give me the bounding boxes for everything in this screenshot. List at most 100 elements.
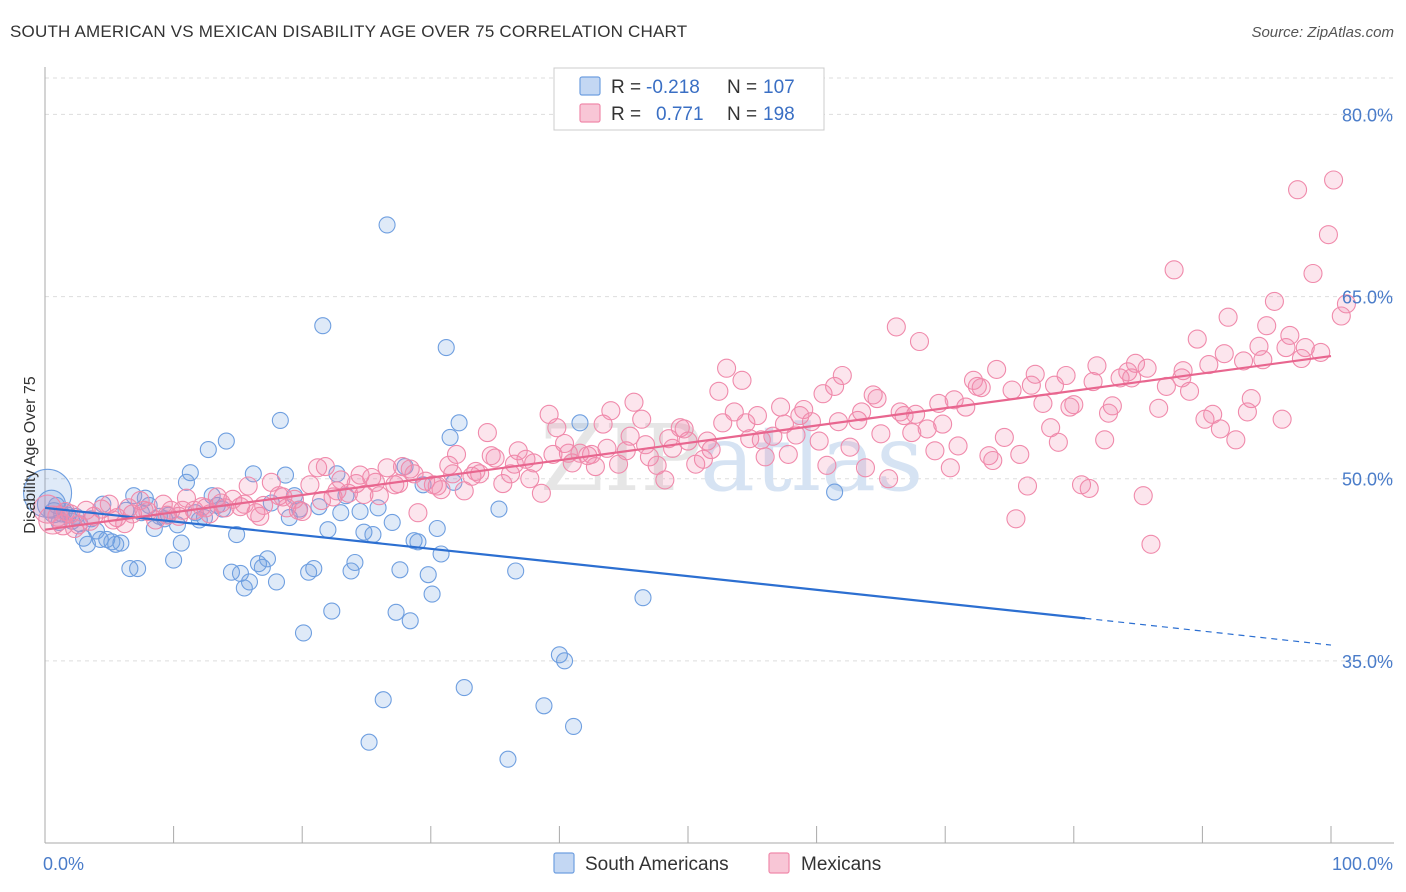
correlation-legend: R = -0.218 N = 107 R = 0.771 N = 198 <box>553 67 825 131</box>
data-point <box>129 560 147 578</box>
x-tick-label: 0.0% <box>43 854 84 874</box>
data-point <box>377 458 397 478</box>
data-point <box>112 534 130 552</box>
data-point <box>531 483 551 503</box>
data-point <box>177 473 196 491</box>
data-point <box>709 381 729 401</box>
data-point <box>1179 381 1200 401</box>
y-tick-label: 65.0% <box>1342 288 1393 308</box>
data-point <box>419 566 437 584</box>
data-point <box>490 500 508 518</box>
data-point <box>747 406 767 426</box>
data-point <box>1095 430 1115 450</box>
data-point <box>222 563 241 581</box>
data-point <box>547 418 567 438</box>
data-point <box>1060 397 1080 417</box>
data-point <box>391 561 409 579</box>
data-point <box>1137 358 1157 378</box>
data-point <box>1331 306 1351 326</box>
y-tick-label: 50.0% <box>1342 470 1393 490</box>
data-point <box>499 750 517 768</box>
data-point <box>308 458 328 478</box>
data-point <box>632 409 652 429</box>
data-point <box>354 484 374 505</box>
data-point <box>238 476 258 496</box>
data-point <box>1164 260 1184 280</box>
data-point <box>1303 263 1323 284</box>
data-point <box>493 474 513 494</box>
data-point <box>1079 478 1099 498</box>
data-point <box>409 533 427 551</box>
data-point <box>813 384 833 404</box>
data-point <box>217 432 235 450</box>
data-point <box>383 513 401 531</box>
legend-r-label-1: R = <box>611 77 641 98</box>
data-point <box>250 506 270 526</box>
data-point <box>655 470 675 490</box>
data-point <box>917 419 937 439</box>
data-point <box>387 603 405 621</box>
data-point <box>423 585 441 603</box>
data-point <box>364 526 382 544</box>
data-point <box>925 441 945 461</box>
legend-swatch-mexicans <box>579 103 601 123</box>
data-point <box>967 376 987 396</box>
data-point <box>786 425 806 445</box>
data-point <box>771 397 791 417</box>
data-point <box>310 498 328 516</box>
data-point <box>1017 476 1038 496</box>
data-point <box>790 406 810 426</box>
data-point <box>940 458 960 478</box>
data-point <box>871 424 891 444</box>
data-point <box>176 488 197 508</box>
legend-n-label-1: N = <box>727 77 757 98</box>
data-point <box>507 562 525 580</box>
data-point <box>172 534 190 552</box>
legend-r-value-2: 0.771 <box>656 104 704 125</box>
data-point <box>346 553 364 572</box>
data-point <box>165 551 183 569</box>
series-legend: South Americans Mexicans <box>553 852 881 875</box>
data-point <box>437 339 455 357</box>
data-point <box>319 521 337 539</box>
data-point <box>199 441 217 459</box>
bottom-legend-label-mexicans: Mexicans <box>801 854 881 875</box>
data-point <box>535 697 553 715</box>
data-point <box>314 317 332 335</box>
data-point <box>620 426 640 446</box>
data-point <box>365 472 386 492</box>
data-point <box>428 519 446 538</box>
data-point <box>825 376 845 396</box>
data-point <box>634 589 652 607</box>
data-point <box>987 359 1007 379</box>
data-point <box>446 444 467 464</box>
data-point <box>65 518 85 539</box>
data-point <box>481 446 501 466</box>
data-point <box>624 392 644 412</box>
series-mexicans <box>33 170 1356 554</box>
data-point <box>1006 509 1026 529</box>
data-point <box>736 413 756 433</box>
data-point <box>408 503 428 523</box>
data-point <box>713 413 733 433</box>
data-point <box>300 475 320 495</box>
data-point <box>78 535 96 553</box>
data-point <box>906 404 926 424</box>
data-point <box>636 435 656 455</box>
data-point <box>855 458 876 478</box>
data-point <box>258 550 277 568</box>
data-point <box>832 365 852 386</box>
data-point <box>944 390 964 410</box>
data-point <box>211 493 231 513</box>
trend-line-south-americans <box>44 506 1086 620</box>
data-point <box>817 455 837 475</box>
legend-r-value-1: -0.218 <box>646 77 700 98</box>
data-point <box>809 431 829 451</box>
data-point <box>350 465 370 485</box>
data-point <box>840 437 860 457</box>
data-point <box>1125 353 1146 373</box>
data-point <box>1276 338 1296 358</box>
data-point <box>863 385 883 405</box>
data-point <box>130 491 150 511</box>
